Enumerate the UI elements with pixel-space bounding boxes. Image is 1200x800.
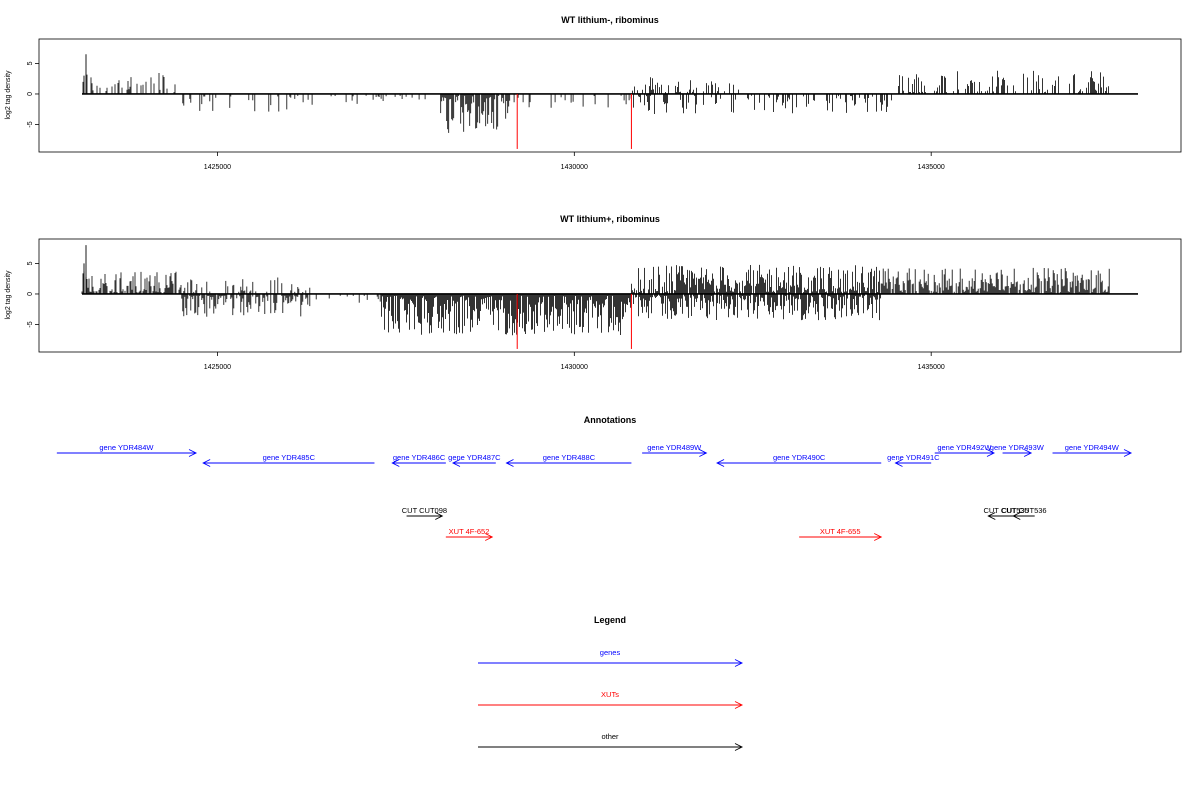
panel-title: WT lithium-, ribominus [561,15,659,25]
plot-frame [38,238,1182,353]
annotation-feature: gene YDR493W [990,443,1045,457]
feature-label: gene YDR485C [263,453,316,462]
y-axis: 5 0 -5 [27,261,39,328]
x-tick-label: 1430000 [561,164,588,171]
arrowhead-icon [1012,512,1021,520]
x-tick-label: 1425000 [204,364,231,371]
x-tick-label: 1435000 [918,364,945,371]
feature-label: gene YDR491C [887,453,940,462]
bar-series [81,245,1138,336]
feature-label: CUT CUT535 [983,506,1028,515]
annotation-feature: gene YDR484W [56,443,198,457]
annotation-feature: gene YDR494W [1052,443,1133,457]
y-tick-label: 0 [27,92,34,96]
legend-entry: other [478,732,744,751]
feature-label: gene YDR492W [937,443,992,452]
annotation-feature: gene YDR492W [934,443,996,457]
arrowhead-icon [1123,449,1133,457]
arrowhead-icon [435,512,444,520]
feature-label: gene YDR489W [647,443,702,452]
annotation-feature: gene YDR487C [448,453,501,467]
x-tick-label: 1425000 [204,164,231,171]
panel-title: WT lithium+, ribominus [560,214,660,224]
arrowhead-icon [716,459,725,467]
arrowhead-icon [874,533,883,541]
y-tick-label: -5 [27,121,34,127]
feature-label: CUT CUT098 [402,506,447,515]
annotation-feature: XUT 4F-655 [799,527,883,541]
annotations-track: Annotations gene YDR484W gene YDR485C gene… [56,415,1133,541]
arrowhead-icon [894,459,903,467]
y-tick-label: 5 [27,261,34,265]
arrowhead-icon [699,449,708,457]
legend-entry: XUTs [478,690,744,709]
y-tick-label: 0 [27,292,34,296]
annotation-feature: gene YDR491C [887,453,940,467]
annotation-feature: gene YDR489W [642,443,708,457]
x-axis: 1425000 1430000 1435000 [204,352,945,371]
legend-title: Legend [594,615,626,625]
arrowhead-icon [986,449,996,457]
feature-label: gene YDR490C [773,453,826,462]
annotation-feature: gene YDR488C [505,453,632,467]
legend-label: other [601,732,619,741]
annotations-title: Annotations [584,415,637,425]
legend-entry: genes [478,648,744,667]
arrowhead-icon [391,459,400,467]
y-axis: 5 0 -5 [27,61,39,128]
marker-lines [516,293,632,349]
feature-label: CUT CUT536 [1001,506,1046,515]
arrowhead-icon [987,512,996,520]
annotation-feature: CUT CUT536 [1001,506,1047,520]
feature-label: XUT 4F-655 [820,527,861,536]
annotation-feature: CUT CUT098 [402,506,447,520]
arrowhead-icon [505,459,514,467]
annotation-feature: gene YDR490C [716,453,882,467]
arrowhead-icon [451,459,461,467]
x-axis: 1425000 1430000 1435000 [204,152,945,171]
annotation-feature: gene YDR485C [202,453,375,467]
legend-label: XUTs [601,690,619,699]
annotation-feature: XUT 4F-652 [445,527,494,541]
feature-label: XUT 4F-652 [449,527,490,536]
arrowhead-icon [734,659,744,667]
arrowhead-icon [734,701,744,709]
legend: Legend genes XUTs other [478,615,744,751]
marker-lines [516,93,632,149]
track-panel-lithium-plus: WT lithium+, ribominus log2 tag density … [5,214,1182,371]
legend-label: genes [600,648,621,657]
y-axis-label: log2 tag density [5,70,12,120]
track-panel-lithium-minus: WT lithium-, ribominus log2 tag density … [5,15,1182,171]
arrowhead-icon [188,449,198,457]
bar-series [82,54,1138,133]
arrowhead-icon [1023,449,1033,457]
feature-label: gene YDR487C [448,453,501,462]
x-tick-label: 1430000 [561,364,588,371]
y-tick-label: -5 [27,321,34,327]
feature-label: gene YDR488C [543,453,596,462]
y-axis-label: log2 tag density [5,270,12,320]
arrowhead-icon [485,533,494,541]
y-tick-label: 5 [27,61,34,65]
feature-label: gene YDR486C [393,453,446,462]
feature-label: gene YDR494W [1065,443,1120,452]
plot-frame [38,38,1182,153]
feature-label: gene YDR484W [99,443,154,452]
legend-entries: genes XUTs other [478,648,744,751]
x-tick-label: 1435000 [918,164,945,171]
arrowhead-icon [734,743,744,751]
annotation-feature: gene YDR486C [391,453,446,467]
arrowhead-icon [202,459,211,467]
feature-label: gene YDR493W [990,443,1045,452]
